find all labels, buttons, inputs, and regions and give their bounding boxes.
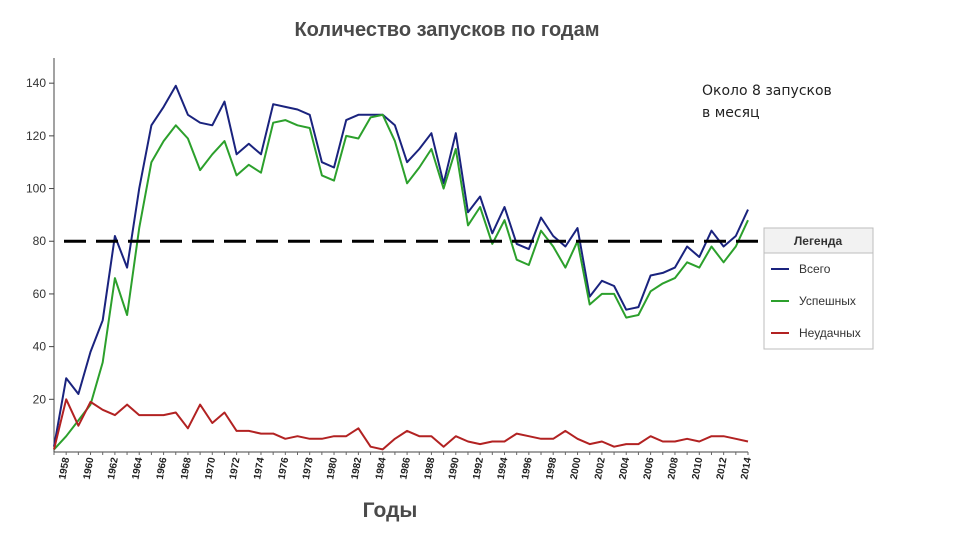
x-tick-label: 1984 bbox=[374, 456, 389, 480]
x-tick-label: 2008 bbox=[666, 456, 681, 480]
series-line-0 bbox=[53, 84, 749, 447]
y-tick-label: 60 bbox=[33, 287, 47, 301]
x-tick-label: 1978 bbox=[301, 456, 316, 480]
series-line-1 bbox=[53, 113, 749, 451]
y-tick-label: 100 bbox=[26, 182, 46, 196]
legend-title: Легенда bbox=[794, 234, 843, 248]
annotation-line-2: в месяц bbox=[702, 105, 760, 121]
x-tick-label: 1982 bbox=[350, 456, 365, 480]
annotation-line-1: Около 8 запусков bbox=[702, 83, 832, 99]
y-axis: 20 40 60 80 100 120 140 bbox=[26, 58, 55, 452]
legend: Легенда Всего Успешных Неудачных bbox=[763, 227, 874, 350]
legend-label-2: Неудачных bbox=[799, 326, 861, 340]
x-tick-label: 1964 bbox=[130, 456, 145, 480]
x-tick-label: 2000 bbox=[569, 456, 584, 480]
x-tick-label: 2004 bbox=[618, 456, 633, 480]
x-tick-label: 1966 bbox=[155, 456, 170, 480]
chart-title: Количество запусков по годам bbox=[294, 19, 599, 41]
legend-label-0: Всего bbox=[799, 262, 831, 276]
y-tick-label: 40 bbox=[33, 340, 47, 354]
legend-items: Всего Успешных Неудачных bbox=[771, 262, 861, 340]
x-tick-label: 1970 bbox=[204, 456, 219, 480]
x-tick-label: 1986 bbox=[398, 456, 413, 480]
y-tick-label: 140 bbox=[26, 76, 46, 90]
x-tick-label: 1980 bbox=[325, 456, 340, 480]
x-tick-label: 1996 bbox=[520, 456, 535, 480]
x-tick-label: 1988 bbox=[423, 456, 438, 480]
series-layer bbox=[53, 84, 749, 451]
x-tick-label: 1962 bbox=[106, 456, 121, 480]
x-tick-label: 1976 bbox=[277, 456, 292, 480]
x-tick-label: 2012 bbox=[715, 456, 730, 480]
legend-header bbox=[763, 227, 874, 254]
x-tick-label: 1994 bbox=[496, 456, 511, 480]
x-tick-label: 2010 bbox=[691, 456, 706, 480]
x-tick-label: 2006 bbox=[642, 456, 657, 480]
x-tick-label: 2002 bbox=[593, 456, 608, 480]
x-tick-label: 1972 bbox=[228, 456, 243, 480]
x-tick-label: 1992 bbox=[471, 456, 486, 480]
y-tick-label: 120 bbox=[26, 129, 46, 143]
annotation-text: Около 8 запусков в месяц bbox=[702, 83, 836, 121]
x-tick-label: 1960 bbox=[82, 456, 97, 480]
y-tick-label: 20 bbox=[33, 392, 47, 406]
x-axis: 1958 1960 1962 1964 1966 1968 1970 1972 1974 1976… bbox=[53, 451, 754, 480]
x-tick-label: 1998 bbox=[544, 456, 559, 480]
series-line-2 bbox=[53, 398, 749, 451]
legend-label-1: Успешных bbox=[799, 294, 856, 308]
y-tick-label: 80 bbox=[33, 234, 47, 248]
x-tick-label: 1990 bbox=[447, 456, 462, 480]
x-tick-label: 1958 bbox=[57, 456, 72, 480]
x-tick-label: 1974 bbox=[252, 456, 267, 480]
x-tick-label: 1968 bbox=[179, 456, 194, 480]
x-tick-label: 2014 bbox=[739, 456, 754, 480]
x-axis-title: Годы bbox=[363, 499, 418, 522]
